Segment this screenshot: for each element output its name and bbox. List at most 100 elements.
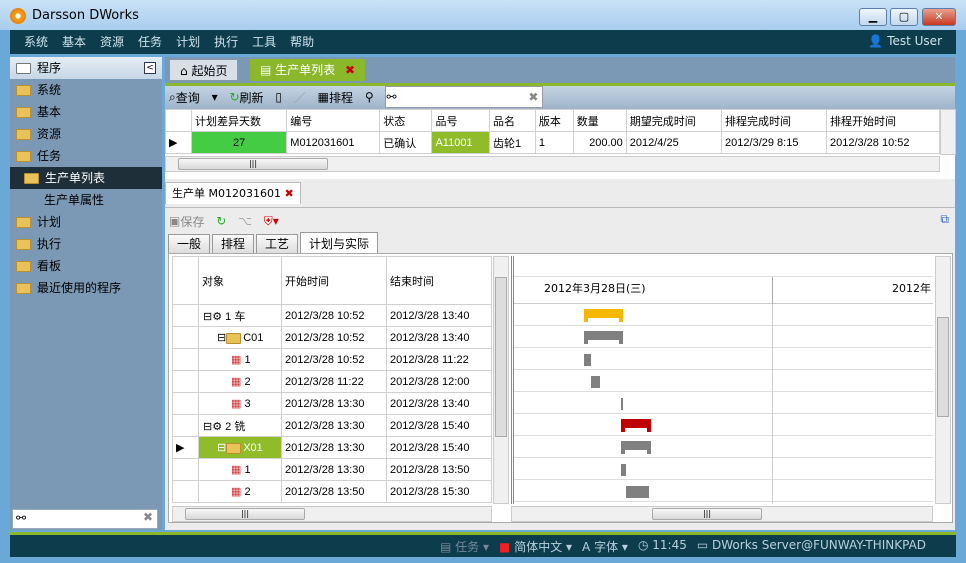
close-button[interactable]: ✕ (922, 8, 956, 26)
start-time-cell[interactable]: 2012/3/28 10:52 (281, 304, 387, 327)
tree-row[interactable]: ▦ 1 2012/3/28 13:30 2012/3/28 13:50 (172, 458, 493, 481)
column-header[interactable]: 开始时间 (281, 256, 387, 305)
refresh-button[interactable]: ↻ 刷新 (229, 90, 264, 105)
table-cell[interactable]: 已确认 (379, 131, 433, 154)
tree-node[interactable]: ▦ 3 (198, 392, 282, 415)
maximize-button[interactable]: ▢ (890, 8, 918, 26)
subtab[interactable]: 排程 (212, 234, 255, 253)
menu-item[interactable]: 任务 (138, 35, 163, 49)
sidebar-item[interactable]: 计划 (10, 211, 162, 233)
schedule-button[interactable]: ▦ 排程 (317, 90, 353, 105)
close-tab-icon[interactable]: ✖ (284, 187, 294, 200)
table-cell[interactable]: 2012/4/25 (625, 131, 723, 154)
end-time-cell[interactable]: 2012/3/28 15:30 (385, 480, 493, 503)
tree-vertical-scrollbar[interactable] (493, 256, 509, 504)
query-dropdown-icon[interactable]: ▾ (211, 90, 218, 104)
column-header[interactable]: 数量 (572, 109, 627, 132)
minimize-button[interactable]: ▁ (859, 8, 887, 26)
tree-node[interactable]: ⊟ C01 (198, 326, 282, 349)
menu-item[interactable]: 计划 (176, 35, 201, 49)
tree-row[interactable]: ▦ 2 2012/3/28 13:50 2012/3/28 15:30 (172, 480, 493, 503)
clear-search-icon[interactable]: ✖ (142, 510, 153, 524)
tab-order-list[interactable]: ▤ 生产单列表 ✖ (250, 59, 366, 81)
column-header[interactable]: 排程完成时间 (721, 109, 827, 132)
tree-horizontal-scrollbar[interactable]: ||| (172, 506, 492, 522)
column-header[interactable]: 编号 (286, 109, 381, 132)
gantt-horizontal-scrollbar[interactable]: ||| (511, 506, 933, 522)
subtab[interactable]: 工艺 (256, 234, 299, 253)
gantt-bar[interactable] (620, 398, 624, 410)
tree-row[interactable]: ▦ 1 2012/3/28 10:52 2012/3/28 11:22 (172, 348, 493, 371)
start-time-cell[interactable]: 2012/3/28 13:30 (281, 436, 387, 459)
column-header[interactable]: 计划差异天数 (190, 109, 288, 132)
tree-node[interactable]: ⊟⚙ 2 铣 (198, 414, 282, 437)
collapse-sidebar-button[interactable]: < (144, 62, 156, 74)
column-header[interactable]: 排程开始时间 (825, 109, 941, 132)
tree-row[interactable]: ▦ 3 2012/3/28 13:30 2012/3/28 13:40 (172, 392, 493, 415)
end-time-cell[interactable]: 2012/3/28 13:40 (385, 304, 493, 327)
gantt-vertical-scrollbar[interactable] (935, 256, 951, 504)
gantt-bar[interactable] (584, 309, 624, 322)
sidebar-item[interactable]: 系统 (10, 79, 162, 101)
sidebar-item[interactable]: 基本 (10, 101, 162, 123)
tree-node[interactable]: ▦ 2 (198, 480, 282, 503)
menu-item[interactable]: 帮助 (290, 35, 315, 49)
end-time-cell[interactable]: 2012/3/28 13:50 (385, 458, 493, 481)
tree-row[interactable]: ⊟⚙ 1 车 2012/3/28 10:52 2012/3/28 13:40 (172, 304, 493, 327)
list-horizontal-scrollbar[interactable]: ||| (165, 156, 940, 172)
hierarchy-icon[interactable]: ⌥ (238, 214, 252, 228)
user-menu[interactable]: 👤 Test User (868, 34, 942, 48)
font-menu[interactable]: A 字体 ▾ (582, 540, 628, 554)
column-header[interactable]: 品名 (489, 109, 536, 132)
table-cell[interactable]: M012031601 (286, 131, 381, 154)
table-cell[interactable]: 2012/3/28 10:52 (825, 131, 941, 154)
subtab[interactable]: 一般 (168, 234, 211, 253)
shield-icon[interactable]: ⛨▾ (263, 213, 279, 228)
column-header[interactable]: 品号 (431, 109, 491, 132)
gantt-bar[interactable] (620, 464, 626, 476)
menu-item[interactable]: 工具 (252, 35, 277, 49)
clear-search-icon[interactable]: ✖ (528, 90, 539, 104)
task-menu[interactable]: ▤ 任务 ▾ (440, 540, 490, 554)
table-cell[interactable]: A11001 (431, 131, 491, 154)
close-tab-icon[interactable]: ✖ (345, 63, 356, 77)
start-time-cell[interactable]: 2012/3/28 13:30 (281, 414, 387, 437)
menu-item[interactable]: 执行 (214, 35, 239, 49)
start-time-cell[interactable]: 2012/3/28 11:22 (281, 370, 387, 393)
column-header[interactable]: 结束时间 (385, 256, 493, 305)
list-search-input[interactable]: ⚯ ✖ (385, 86, 544, 108)
tree-node[interactable]: ▦ 2 (198, 370, 282, 393)
end-time-cell[interactable]: 2012/3/28 15:40 (385, 414, 493, 437)
end-time-cell[interactable]: 2012/3/28 13:40 (385, 326, 493, 349)
table-cell[interactable]: 2012/3/29 8:15 (721, 131, 827, 154)
sidebar-item[interactable]: 生产单属性 (44, 193, 105, 207)
sidebar-search-input[interactable]: ⚯ ✖ (12, 509, 158, 529)
table-cell[interactable]: 1 (534, 131, 574, 154)
gantt-bar[interactable] (625, 486, 649, 498)
table-cell[interactable]: 27 (190, 131, 288, 154)
popout-icon[interactable]: ⧉ (940, 212, 949, 226)
tree-row[interactable]: ⊟ C01 2012/3/28 10:52 2012/3/28 13:40 (172, 326, 493, 349)
tab-home[interactable]: ⌂ 起始页 (169, 59, 239, 81)
sidebar-item[interactable]: 最近使用的程序 (10, 277, 162, 299)
sidebar-item[interactable]: 资源 (10, 123, 162, 145)
sidebar-item[interactable]: 生产单列表 (10, 167, 162, 189)
tree-node[interactable]: ⊟⚙ 1 车 (198, 304, 282, 327)
end-time-cell[interactable]: 2012/3/28 13:40 (385, 392, 493, 415)
tree-node[interactable]: ⊟ X01 (198, 436, 282, 459)
query-button[interactable]: ⌕ 查询 (169, 89, 200, 105)
column-header[interactable]: 版本 (534, 109, 574, 132)
menu-item[interactable]: 系统 (24, 35, 49, 49)
subtab[interactable]: 计划与实际 (300, 232, 379, 253)
menu-item[interactable]: 资源 (100, 35, 125, 49)
end-time-cell[interactable]: 2012/3/28 15:40 (385, 436, 493, 459)
menu-item[interactable]: 基本 (62, 35, 87, 49)
broom-icon[interactable]: ⚲ (364, 90, 374, 104)
column-header[interactable]: 对象 (198, 256, 282, 305)
sidebar-item[interactable]: 任务 (10, 145, 162, 167)
start-time-cell[interactable]: 2012/3/28 13:30 (281, 392, 387, 415)
end-time-cell[interactable]: 2012/3/28 12:00 (385, 370, 493, 393)
sidebar-item[interactable]: 看板 (10, 255, 162, 277)
column-header[interactable]: 状态 (379, 109, 433, 132)
gantt-bar[interactable] (591, 376, 600, 388)
